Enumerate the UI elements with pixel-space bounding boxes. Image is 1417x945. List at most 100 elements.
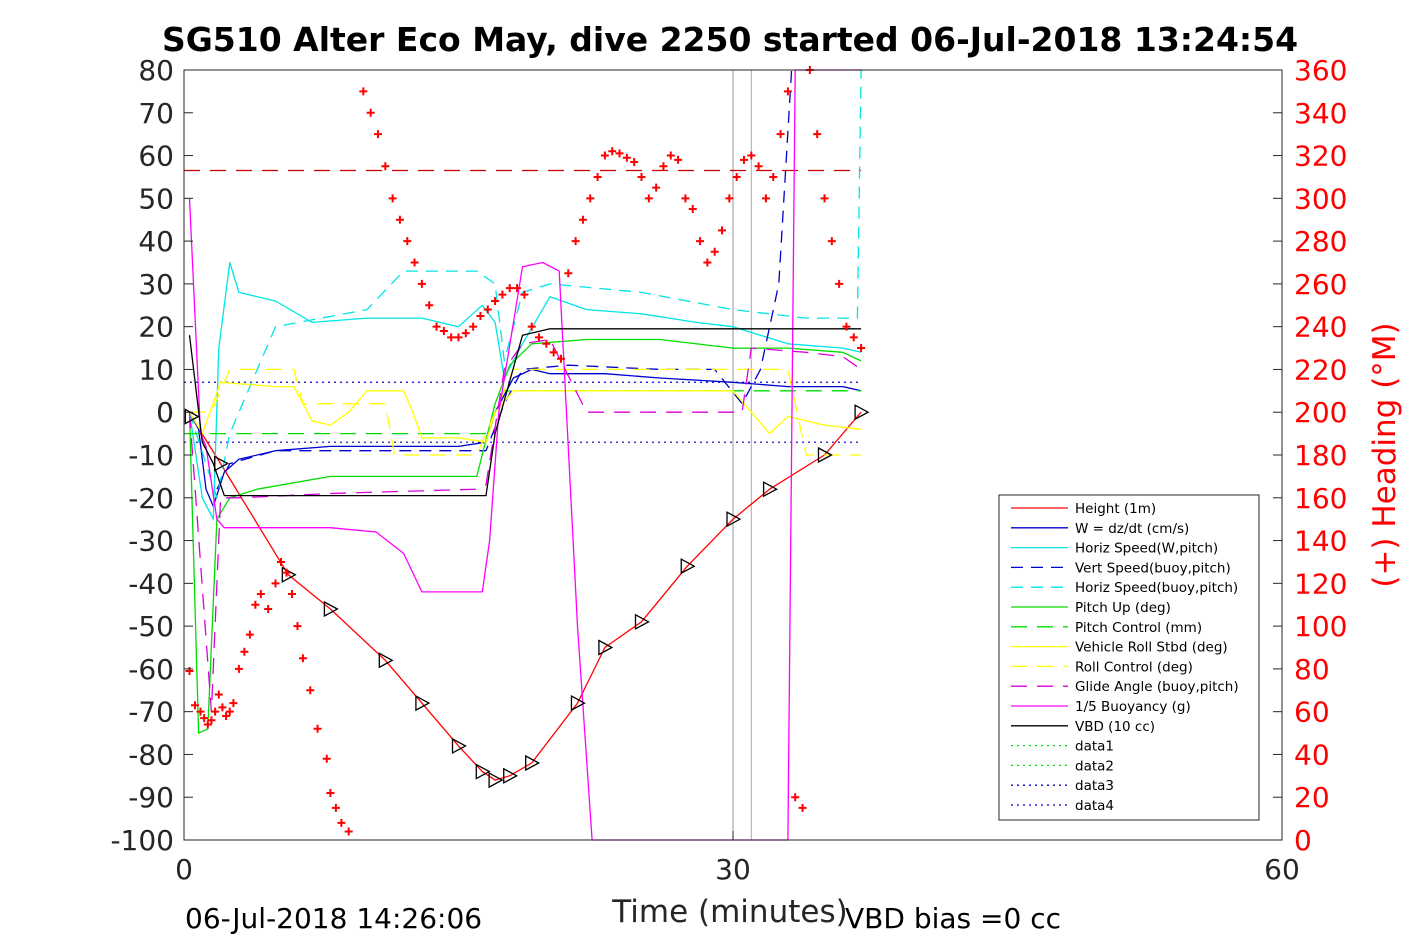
plot-area xyxy=(184,66,870,841)
heading-marker xyxy=(564,269,573,278)
height-marker xyxy=(503,767,519,784)
heading-marker xyxy=(666,151,675,160)
heading-marker xyxy=(681,194,690,203)
legend: Height (1m) W = dz/dt (cm/s) Horiz Speed(W… xyxy=(998,494,1260,821)
heading-marker xyxy=(432,322,441,331)
y-tick-label: -90 xyxy=(128,781,174,814)
y-tick-label: 50 xyxy=(138,182,174,215)
heading-marker xyxy=(359,87,368,96)
heading-marker xyxy=(703,258,712,267)
heading-marker xyxy=(469,322,478,331)
height-marker xyxy=(323,600,339,618)
heading-marker xyxy=(600,151,609,160)
heading-marker xyxy=(425,301,434,310)
y-tick-label: -10 xyxy=(128,439,174,472)
y2-tick-label: 60 xyxy=(1294,696,1330,729)
y2-tick-label: 340 xyxy=(1294,97,1347,130)
heading-marker xyxy=(652,183,661,192)
y-tick-label: -20 xyxy=(128,482,174,515)
heading-marker xyxy=(622,153,631,162)
legend-label-5: Horiz Speed(buoy,pitch) xyxy=(1075,580,1238,596)
heading-marker xyxy=(820,194,829,203)
heading-marker xyxy=(783,87,792,96)
heading-marker xyxy=(200,714,209,723)
heading-marker xyxy=(454,333,463,342)
heading-marker xyxy=(476,311,485,320)
heading-marker xyxy=(331,803,340,812)
legend-label-11: 1/5 Buoyancy (g) xyxy=(1075,699,1191,715)
axes: 80706050403020100-10-20-30-40-50-60-70-8… xyxy=(110,54,1347,886)
heading-marker xyxy=(630,157,639,166)
heading-marker xyxy=(696,237,705,246)
y-tick-label: -70 xyxy=(128,696,174,729)
legend-label-6: Pitch Up (deg) xyxy=(1075,600,1171,616)
heading-marker xyxy=(513,284,522,293)
y2-tick-label: 0 xyxy=(1294,824,1312,857)
heading-marker xyxy=(337,818,346,827)
heading-marker xyxy=(251,600,260,609)
right-axis-label: (+) Heading (°M) xyxy=(1367,322,1403,587)
series-line-8 xyxy=(188,381,862,443)
heading-marker xyxy=(688,205,697,214)
y-tick-label: 30 xyxy=(138,268,174,301)
heading-marker xyxy=(608,147,617,156)
y-tick-label: -30 xyxy=(128,525,174,558)
legend-label-8: Vehicle Roll Stbd (deg) xyxy=(1075,640,1228,656)
heading-marker xyxy=(282,568,291,577)
height-marker xyxy=(854,404,870,421)
y2-tick-label: 180 xyxy=(1294,439,1347,472)
heading-marker xyxy=(256,590,265,599)
legend-label-3: Horiz Speed(W,pitch) xyxy=(1075,541,1218,557)
heading-marker xyxy=(644,194,653,203)
heading-marker xyxy=(725,194,734,203)
y-tick-label: 60 xyxy=(138,140,174,173)
x-tick-label: 60 xyxy=(1264,853,1300,886)
series-line-4 xyxy=(216,69,793,490)
heading-marker xyxy=(754,162,763,171)
height-marker xyxy=(415,695,431,712)
y2-tick-label: 140 xyxy=(1294,525,1347,558)
y2-tick-label: 240 xyxy=(1294,311,1347,344)
heading-marker xyxy=(615,149,624,158)
heading-marker xyxy=(403,237,412,246)
heading-marker xyxy=(214,690,223,699)
heading-marker xyxy=(505,284,514,293)
x-axis-label: Time (minutes) xyxy=(611,894,847,930)
y-tick-label: 20 xyxy=(138,311,174,344)
heading-marker xyxy=(461,329,470,338)
legend-label-12: VBD (10 cc) xyxy=(1075,719,1155,735)
height-marker xyxy=(634,613,650,630)
height-marker xyxy=(598,639,614,656)
heading-marker xyxy=(207,716,216,725)
legend-label-1: Height (1m) xyxy=(1075,501,1156,517)
y2-tick-label: 200 xyxy=(1294,396,1347,429)
heading-marker xyxy=(211,707,220,716)
heading-marker xyxy=(556,354,565,363)
y-tick-label: -50 xyxy=(128,610,174,643)
heading-marker xyxy=(798,803,807,812)
series-line-3 xyxy=(188,261,862,520)
heading-marker xyxy=(520,290,529,299)
chart-title: SG510 Alter Eco May, dive 2250 started 0… xyxy=(162,20,1298,59)
heading-marker xyxy=(578,215,587,224)
series-line-10 xyxy=(188,338,862,713)
y-tick-label: 70 xyxy=(138,97,174,130)
y2-tick-label: 160 xyxy=(1294,482,1347,515)
heading-marker xyxy=(196,707,205,716)
legend-label-14: data2 xyxy=(1075,758,1114,774)
height-marker xyxy=(570,695,586,712)
footer-vbd-bias: VBD bias =0 cc xyxy=(845,902,1061,935)
y2-tick-label: 320 xyxy=(1294,140,1347,173)
heading-marker xyxy=(659,162,668,171)
heading-marker xyxy=(718,226,727,235)
heading-marker xyxy=(344,827,353,836)
heading-marker xyxy=(276,557,285,566)
height-marker xyxy=(451,737,467,754)
heading-marker xyxy=(203,720,212,729)
y2-tick-label: 300 xyxy=(1294,182,1347,215)
legend-label-7: Pitch Control (mm) xyxy=(1075,620,1202,636)
heading-marker xyxy=(185,667,194,676)
legend-label-16: data4 xyxy=(1075,798,1114,814)
heading-marker xyxy=(747,151,756,160)
